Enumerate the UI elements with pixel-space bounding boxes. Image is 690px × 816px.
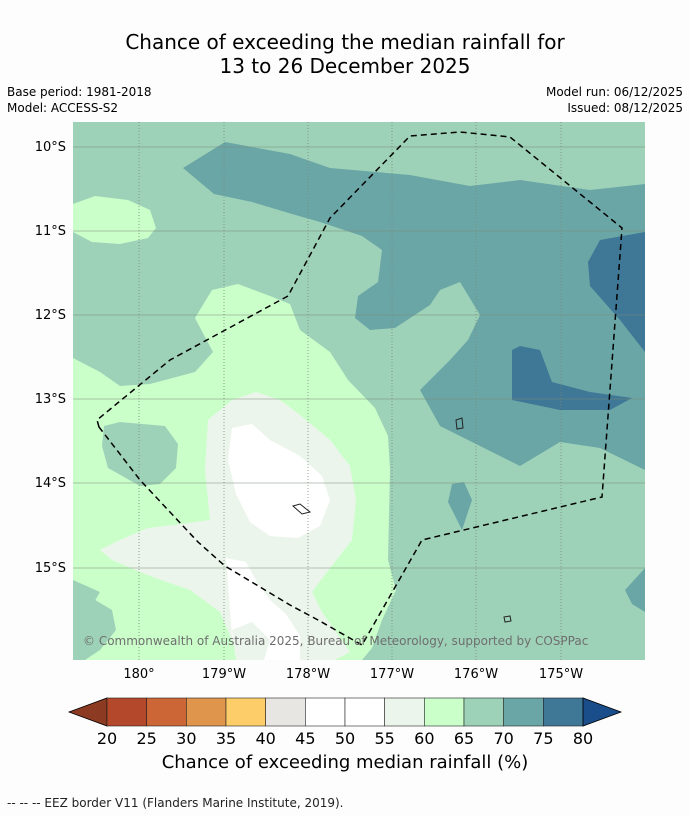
- colorbar-segment: [503, 697, 544, 727]
- longitude-labels: 180° 179°W 178°W 177°W 176°W 175°W: [123, 667, 583, 682]
- region-65-70-southwest: [73, 596, 116, 660]
- colorbar-tick-label: 50: [335, 729, 355, 748]
- colorbar-segment: [265, 697, 306, 727]
- colorbar-tick-label: 45: [295, 729, 315, 748]
- lat-label: 11°S: [35, 224, 66, 239]
- latitude-labels: 10°S 11°S 12°S 13°S 14°S 15°S: [35, 140, 66, 576]
- meta-left: Base period: 1981-2018 Model: ACCESS-S2: [7, 84, 152, 116]
- island-3: [503, 615, 512, 623]
- region-70-75-south: [448, 482, 472, 530]
- region-75-80-east: [588, 232, 645, 352]
- lon-label: 179°W: [202, 667, 246, 682]
- colorbar-tick-label: 70: [493, 729, 513, 748]
- base-period: Base period: 1981-2018: [7, 85, 152, 99]
- colorbar-tick-label: 20: [97, 729, 117, 748]
- colorbar-segment: [106, 697, 147, 727]
- region-65-70-west: [102, 422, 178, 486]
- grid-lat-lines: [73, 146, 645, 569]
- colorbar-tick-label: 75: [533, 729, 553, 748]
- colorbar-title: Chance of exceeding median rainfall (%): [161, 752, 529, 773]
- colorbar-segment: [225, 697, 266, 727]
- model-run: Model run: 06/12/2025: [545, 85, 683, 99]
- colorbar: 20 25 30 35 40 45 50 55 60 65 70 75 80: [67, 697, 623, 748]
- colorbar-tick-label: 35: [216, 729, 236, 748]
- colorbar-segment: [344, 697, 385, 727]
- colorbar-segment: [186, 697, 227, 727]
- colorbar-tick-label: 65: [454, 729, 474, 748]
- model-name: Model: ACCESS-S2: [7, 101, 119, 115]
- meta-right: Model run: 06/12/2025 Issued: 08/12/2025: [546, 84, 683, 116]
- colorbar-segment: [463, 697, 504, 727]
- region-75-80-center: [512, 346, 632, 410]
- footer-note: -- -- -- EEZ border V11 (Flanders Marine…: [7, 796, 344, 810]
- region-70-75-southeast: [625, 568, 645, 612]
- colorbar-segment: [424, 697, 465, 727]
- issued-date: Issued: 08/12/2025: [567, 101, 683, 115]
- colorbar-segment: [146, 697, 187, 727]
- colorbar-extend-high: [582, 697, 623, 727]
- colorbar-tick-label: 80: [573, 729, 593, 748]
- lat-label: 14°S: [35, 476, 66, 491]
- colorbar-tick-label: 40: [255, 729, 275, 748]
- lon-label: 177°W: [370, 667, 414, 682]
- copyright-text: © Commonwealth of Australia 2025, Bureau…: [83, 634, 588, 648]
- colorbar-tick-label: 55: [374, 729, 394, 748]
- colorbar-extend-low: [67, 697, 108, 727]
- title-line-2: 13 to 26 December 2025: [219, 54, 471, 78]
- colorbar-segment: [305, 697, 346, 727]
- lon-label: 178°W: [286, 667, 330, 682]
- title-line-1: Chance of exceeding the median rainfall …: [125, 30, 565, 54]
- colorbar-tick-label: 60: [414, 729, 434, 748]
- lon-label: 176°W: [454, 667, 498, 682]
- colorbar-tick-label: 30: [176, 729, 196, 748]
- map-panel: © Commonwealth of Australia 2025, Bureau…: [73, 122, 645, 660]
- region-60-65-northwest: [73, 196, 156, 244]
- lat-label: 10°S: [35, 140, 66, 155]
- lat-label: 15°S: [35, 561, 66, 576]
- lon-label: 175°W: [539, 667, 583, 682]
- lat-label: 13°S: [35, 392, 66, 407]
- region-55-60-small: [232, 622, 270, 660]
- island-1: [455, 417, 464, 430]
- eez-border: [96, 131, 623, 647]
- map-title: Chance of exceeding the median rainfall …: [0, 30, 690, 78]
- colorbar-segment: [543, 697, 584, 727]
- island-2: [291, 503, 312, 515]
- colorbar-segment: [384, 697, 425, 727]
- colorbar-tick-label: 25: [136, 729, 156, 748]
- lon-label: 180°: [123, 667, 154, 682]
- lat-label: 12°S: [35, 308, 66, 323]
- region-45-55-core: [228, 424, 330, 538]
